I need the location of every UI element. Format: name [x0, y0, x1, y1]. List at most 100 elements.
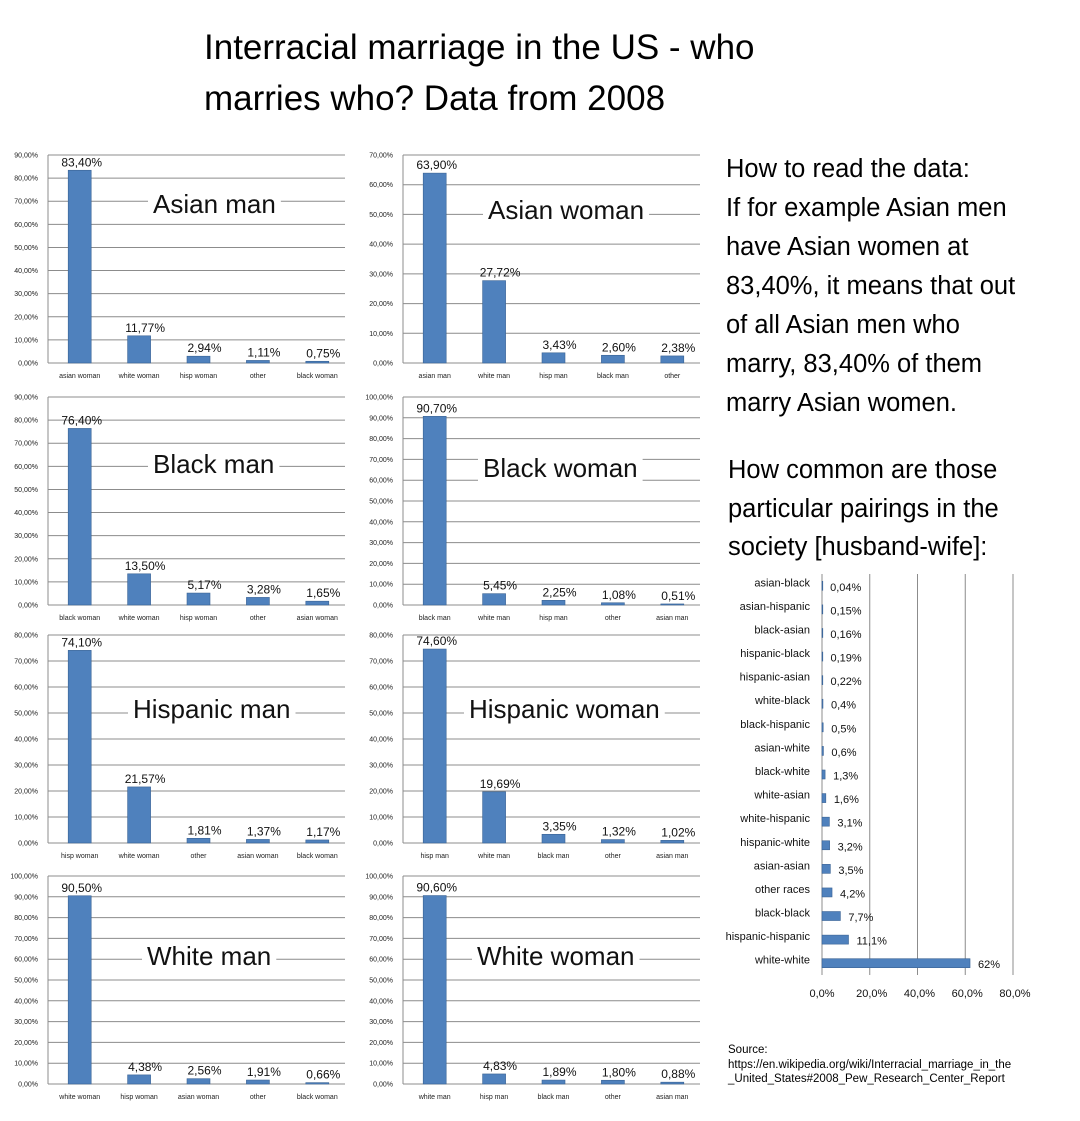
bar-black-man [541, 1079, 566, 1085]
y-tick-label: 30,00% [14, 1019, 38, 1026]
y-tick-label: 50,00% [14, 487, 38, 494]
y-tick-label: 40,00% [14, 268, 38, 275]
category-label: black-black [755, 908, 811, 920]
y-tick-label: 60,00% [369, 478, 393, 485]
bar-white-woman [127, 335, 151, 364]
bar-asian-man [422, 172, 447, 364]
bar-white-man [482, 280, 506, 364]
y-tick-label: 70,00% [14, 441, 38, 448]
bar-white-asian [821, 793, 827, 803]
chart-svg: 0,00% 10,00% 20,00% 30,00% 40,00% 50,00% 60,00… [365, 395, 700, 622]
data-label: 76,40% [61, 413, 102, 427]
data-label: 1,37% [247, 824, 281, 838]
read-note-line: If for example Asian men [726, 194, 1007, 222]
x-tick-label: black woman [297, 853, 338, 860]
bar-hisp-woman [67, 650, 92, 844]
data-label: 19,69% [480, 777, 521, 791]
x-tick-label: white man [477, 853, 510, 860]
data-label: 1,32% [602, 825, 636, 839]
y-tick-label: 0,00% [373, 1082, 393, 1089]
data-label: 3,5% [838, 865, 863, 877]
source-url-line-1: https://en.wikipedia.org/wiki/Interracia… [728, 1058, 1012, 1071]
bar-black-asian [821, 628, 824, 638]
bar-black-white [821, 769, 826, 780]
source-label: Source: [728, 1044, 768, 1056]
main-title-line-1: Interracial marriage in the US - who [204, 28, 755, 67]
data-label: 2,94% [187, 341, 221, 355]
x-tick-label: hisp woman [180, 615, 217, 622]
bar-black-woman [67, 428, 92, 606]
panel-title-bg [478, 453, 643, 483]
bar-hispanic-white [821, 840, 830, 851]
data-label: 11,1% [857, 936, 888, 948]
x-tick-label: other [605, 853, 622, 860]
data-label: 1,6% [834, 794, 859, 806]
y-tick-label: 100,00% [365, 395, 393, 402]
y-tick-label: 80,00% [14, 418, 38, 425]
y-tick-label: 60,00% [14, 685, 38, 692]
x-tick-label: white man [418, 1094, 451, 1101]
y-tick-label: 50,00% [14, 978, 38, 985]
x-tick-label: hisp woman [120, 1094, 157, 1101]
x-tick-label: white woman [58, 1094, 100, 1101]
source-note: Source: https://en.wikipedia.org/wiki/In… [728, 1043, 1073, 1087]
y-tick-label: 60,00% [14, 957, 38, 964]
y-tick-label: 10,00% [369, 1061, 393, 1068]
panel-title-bg [128, 694, 296, 724]
x-tick-label: hisp woman [61, 853, 98, 860]
data-label: 21,57% [125, 772, 166, 786]
y-tick-label: 90,00% [369, 894, 393, 901]
bar-asian-white [821, 746, 824, 756]
category-label: asian-asian [754, 860, 810, 872]
y-tick-label: 70,00% [369, 936, 393, 943]
panel-title: Hispanic woman [469, 694, 660, 724]
data-label: 63,90% [416, 158, 457, 172]
data-label: 1,08% [602, 588, 636, 602]
y-tick-label: 10,00% [14, 337, 38, 344]
chart-pairings: 0,0% 20,0% 40,0% 60,0% 80,0% asian-black 0,04%… [715, 570, 1055, 1010]
pairings-heading-line: society [husband-wife]: [728, 533, 988, 561]
y-tick-label: 80,00% [14, 176, 38, 183]
bar-hispanic-black [821, 651, 824, 662]
x-tick-label: asian woman [237, 853, 278, 860]
y-tick-label: 30,00% [369, 540, 393, 547]
bar-other [660, 355, 685, 364]
chart-asian-man: 0,00% 10,00% 20,00% 30,00% 40,00% 50,00% 60,00… [0, 145, 345, 385]
x-tick-label: white man [477, 373, 510, 380]
y-tick-label: 30,00% [14, 533, 38, 540]
data-label: 2,25% [542, 585, 576, 599]
y-tick-label: 40,00% [369, 242, 393, 249]
bar-hisp-man [422, 648, 447, 844]
bar-other [601, 602, 625, 606]
data-label: 0,04% [830, 582, 861, 594]
data-label: 1,65% [306, 586, 340, 600]
x-tick-label: 60,0% [952, 988, 983, 1000]
data-label: 0,22% [831, 676, 862, 688]
x-tick-label: asian man [656, 1094, 688, 1101]
x-tick-label: black man [419, 615, 451, 622]
y-tick-label: 90,00% [14, 894, 38, 901]
x-tick-label: black woman [59, 615, 100, 622]
bar-hisp-man [541, 600, 566, 606]
y-tick-label: 20,00% [14, 1040, 38, 1047]
category-label: asian-black [754, 577, 810, 589]
y-tick-label: 10,00% [14, 579, 38, 586]
bar-black-woman [305, 839, 330, 844]
x-tick-label: hisp man [420, 853, 449, 860]
x-tick-label: other [605, 1094, 622, 1101]
data-label: 2,60% [602, 340, 636, 354]
y-tick-label: 40,00% [14, 998, 38, 1005]
data-label: 90,70% [416, 401, 457, 415]
data-label: 5,45% [483, 579, 517, 593]
y-tick-label: 70,00% [369, 659, 393, 666]
y-tick-label: 0,00% [18, 1082, 38, 1089]
bar-asian-woman [67, 169, 92, 364]
data-label: 3,28% [247, 582, 281, 596]
y-tick-label: 20,00% [14, 789, 38, 796]
y-tick-label: 60,00% [369, 685, 393, 692]
bar-asian-asian [821, 864, 831, 874]
y-tick-label: 100,00% [10, 874, 38, 881]
data-label: 74,10% [61, 635, 102, 649]
x-tick-label: white woman [118, 853, 160, 860]
panel-title-bg [148, 189, 281, 219]
